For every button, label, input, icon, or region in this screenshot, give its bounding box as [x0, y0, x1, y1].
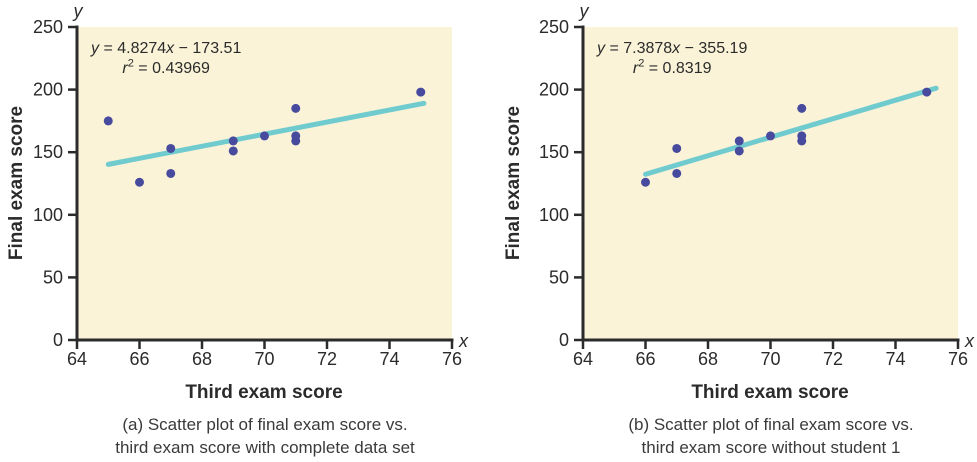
- equation-line: y = 4.8274x − 173.51: [91, 39, 241, 59]
- x-tick-label: 66: [635, 349, 655, 369]
- data-point: [291, 131, 301, 141]
- caption-line-1: (b) Scatter plot of final exam score vs.: [628, 415, 914, 434]
- x-tick-label: 74: [379, 349, 399, 369]
- panel-a: 0 50 100 150 200 250 64 66 68 70 72 74 76 y x Final …: [6, 1, 469, 459]
- data-point: [166, 143, 176, 153]
- x-axis-symbol: x: [964, 331, 975, 351]
- x-tick-label: 70: [760, 349, 780, 369]
- regression-equation-b: y = 7.3878x − 355.19 r2 = 0.8319: [597, 39, 747, 79]
- y-tick-label: 50: [43, 267, 63, 287]
- r-var: r: [122, 60, 128, 77]
- data-point: [166, 168, 176, 178]
- x-tick-label: 76: [442, 349, 462, 369]
- y-axis-title: Final exam score: [503, 106, 524, 260]
- data-point: [734, 136, 744, 146]
- data-point: [228, 136, 238, 146]
- data-point: [734, 146, 744, 156]
- r-squared-line: r2 = 0.8319: [597, 57, 747, 79]
- equation-slope: = 4.8274: [99, 40, 167, 57]
- data-point: [797, 103, 807, 113]
- y-tick-label: 0: [559, 330, 569, 350]
- x-tick-label: 72: [317, 349, 337, 369]
- x-tick-label: 64: [573, 349, 593, 369]
- r-var: r: [632, 60, 639, 77]
- x-tick-label: 66: [129, 349, 149, 369]
- chart-layer-b: 0 50 100 150 200 250 64 66 68 70 72 74 76: [539, 17, 968, 369]
- data-point: [260, 131, 269, 141]
- y-tick-label: 150: [33, 142, 63, 162]
- data-point: [672, 143, 682, 153]
- x-tick-label: 72: [823, 349, 843, 369]
- y-tick-label: 200: [33, 80, 63, 100]
- equation-slope: = 7.3878: [605, 40, 673, 57]
- equation-y-var: y: [91, 40, 99, 57]
- y-tick-label: 250: [33, 17, 63, 37]
- y-tick-label: 200: [539, 80, 569, 100]
- x-tick-label: 76: [948, 349, 968, 369]
- data-point: [922, 87, 932, 97]
- equation-intercept: − 355.19: [680, 40, 748, 57]
- x-axis-symbol: x: [458, 331, 469, 351]
- x-tick-label: 64: [67, 349, 87, 369]
- y-tick-label: 0: [53, 330, 63, 350]
- x-tick-label: 70: [254, 349, 274, 369]
- x-axis-title: Third exam score: [185, 382, 342, 403]
- r-exponent: 2: [638, 57, 645, 70]
- r-squared-value: = 0.8319: [644, 60, 712, 77]
- data-point: [416, 87, 426, 97]
- scatter-plot-b: 0 50 100 150 200 250 64 66 68 70 72 74 76 y x Final …: [503, 1, 975, 403]
- y-tick-label: 250: [539, 17, 569, 37]
- data-point: [228, 146, 238, 156]
- panel-b: 0 50 100 150 200 250 64 66 68 70 72 74 76 y x Final …: [489, 0, 977, 462]
- data-point: [797, 131, 807, 141]
- equation-intercept: − 173.51: [174, 40, 242, 57]
- data-point: [766, 131, 775, 141]
- data-point: [135, 177, 144, 187]
- r-squared-value: = 0.43969: [133, 60, 210, 77]
- trendline: [643, 85, 939, 177]
- y-axis-title: Final exam score: [6, 106, 27, 260]
- y-axis-symbol: y: [72, 1, 84, 21]
- caption-line-2: third exam score with complete data set: [115, 438, 415, 457]
- equation-x-var: x: [166, 40, 175, 57]
- x-tick-label: 68: [698, 349, 718, 369]
- y-axis-symbol: y: [578, 1, 590, 21]
- data-point: [641, 177, 650, 187]
- y-tick-label: 100: [33, 205, 63, 225]
- y-tick-label: 50: [549, 267, 569, 287]
- r-squared-line: r2 = 0.43969: [91, 57, 241, 79]
- scatter-plot-a: 0 50 100 150 200 250 64 66 68 70 72 74 76 y x Final …: [6, 1, 469, 403]
- y-tick-label: 100: [539, 205, 569, 225]
- x-axis-title: Third exam score: [691, 382, 848, 403]
- equation-y-var: y: [597, 40, 605, 57]
- equation-line: y = 7.3878x − 355.19: [597, 39, 747, 59]
- x-tick-label: 68: [192, 349, 212, 369]
- x-tick-label: 74: [885, 349, 905, 369]
- regression-equation-a: y = 4.8274x − 173.51 r2 = 0.43969: [91, 39, 241, 79]
- caption-a: (a) Scatter plot of final exam score vs.…: [70, 413, 460, 459]
- caption-line-2: third exam score without student 1: [641, 438, 901, 457]
- data-point: [291, 103, 301, 113]
- caption-line-1: (a) Scatter plot of final exam score vs.: [122, 415, 408, 434]
- equation-x-var: x: [672, 40, 681, 57]
- y-tick-label: 150: [539, 142, 569, 162]
- chart-layer-a: 0 50 100 150 200 250 64 66 68 70 72 74 76: [33, 17, 462, 369]
- data-point: [103, 116, 113, 126]
- caption-b: (b) Scatter plot of final exam score vs.…: [576, 413, 966, 459]
- data-point: [672, 168, 682, 178]
- r-exponent: 2: [127, 57, 134, 70]
